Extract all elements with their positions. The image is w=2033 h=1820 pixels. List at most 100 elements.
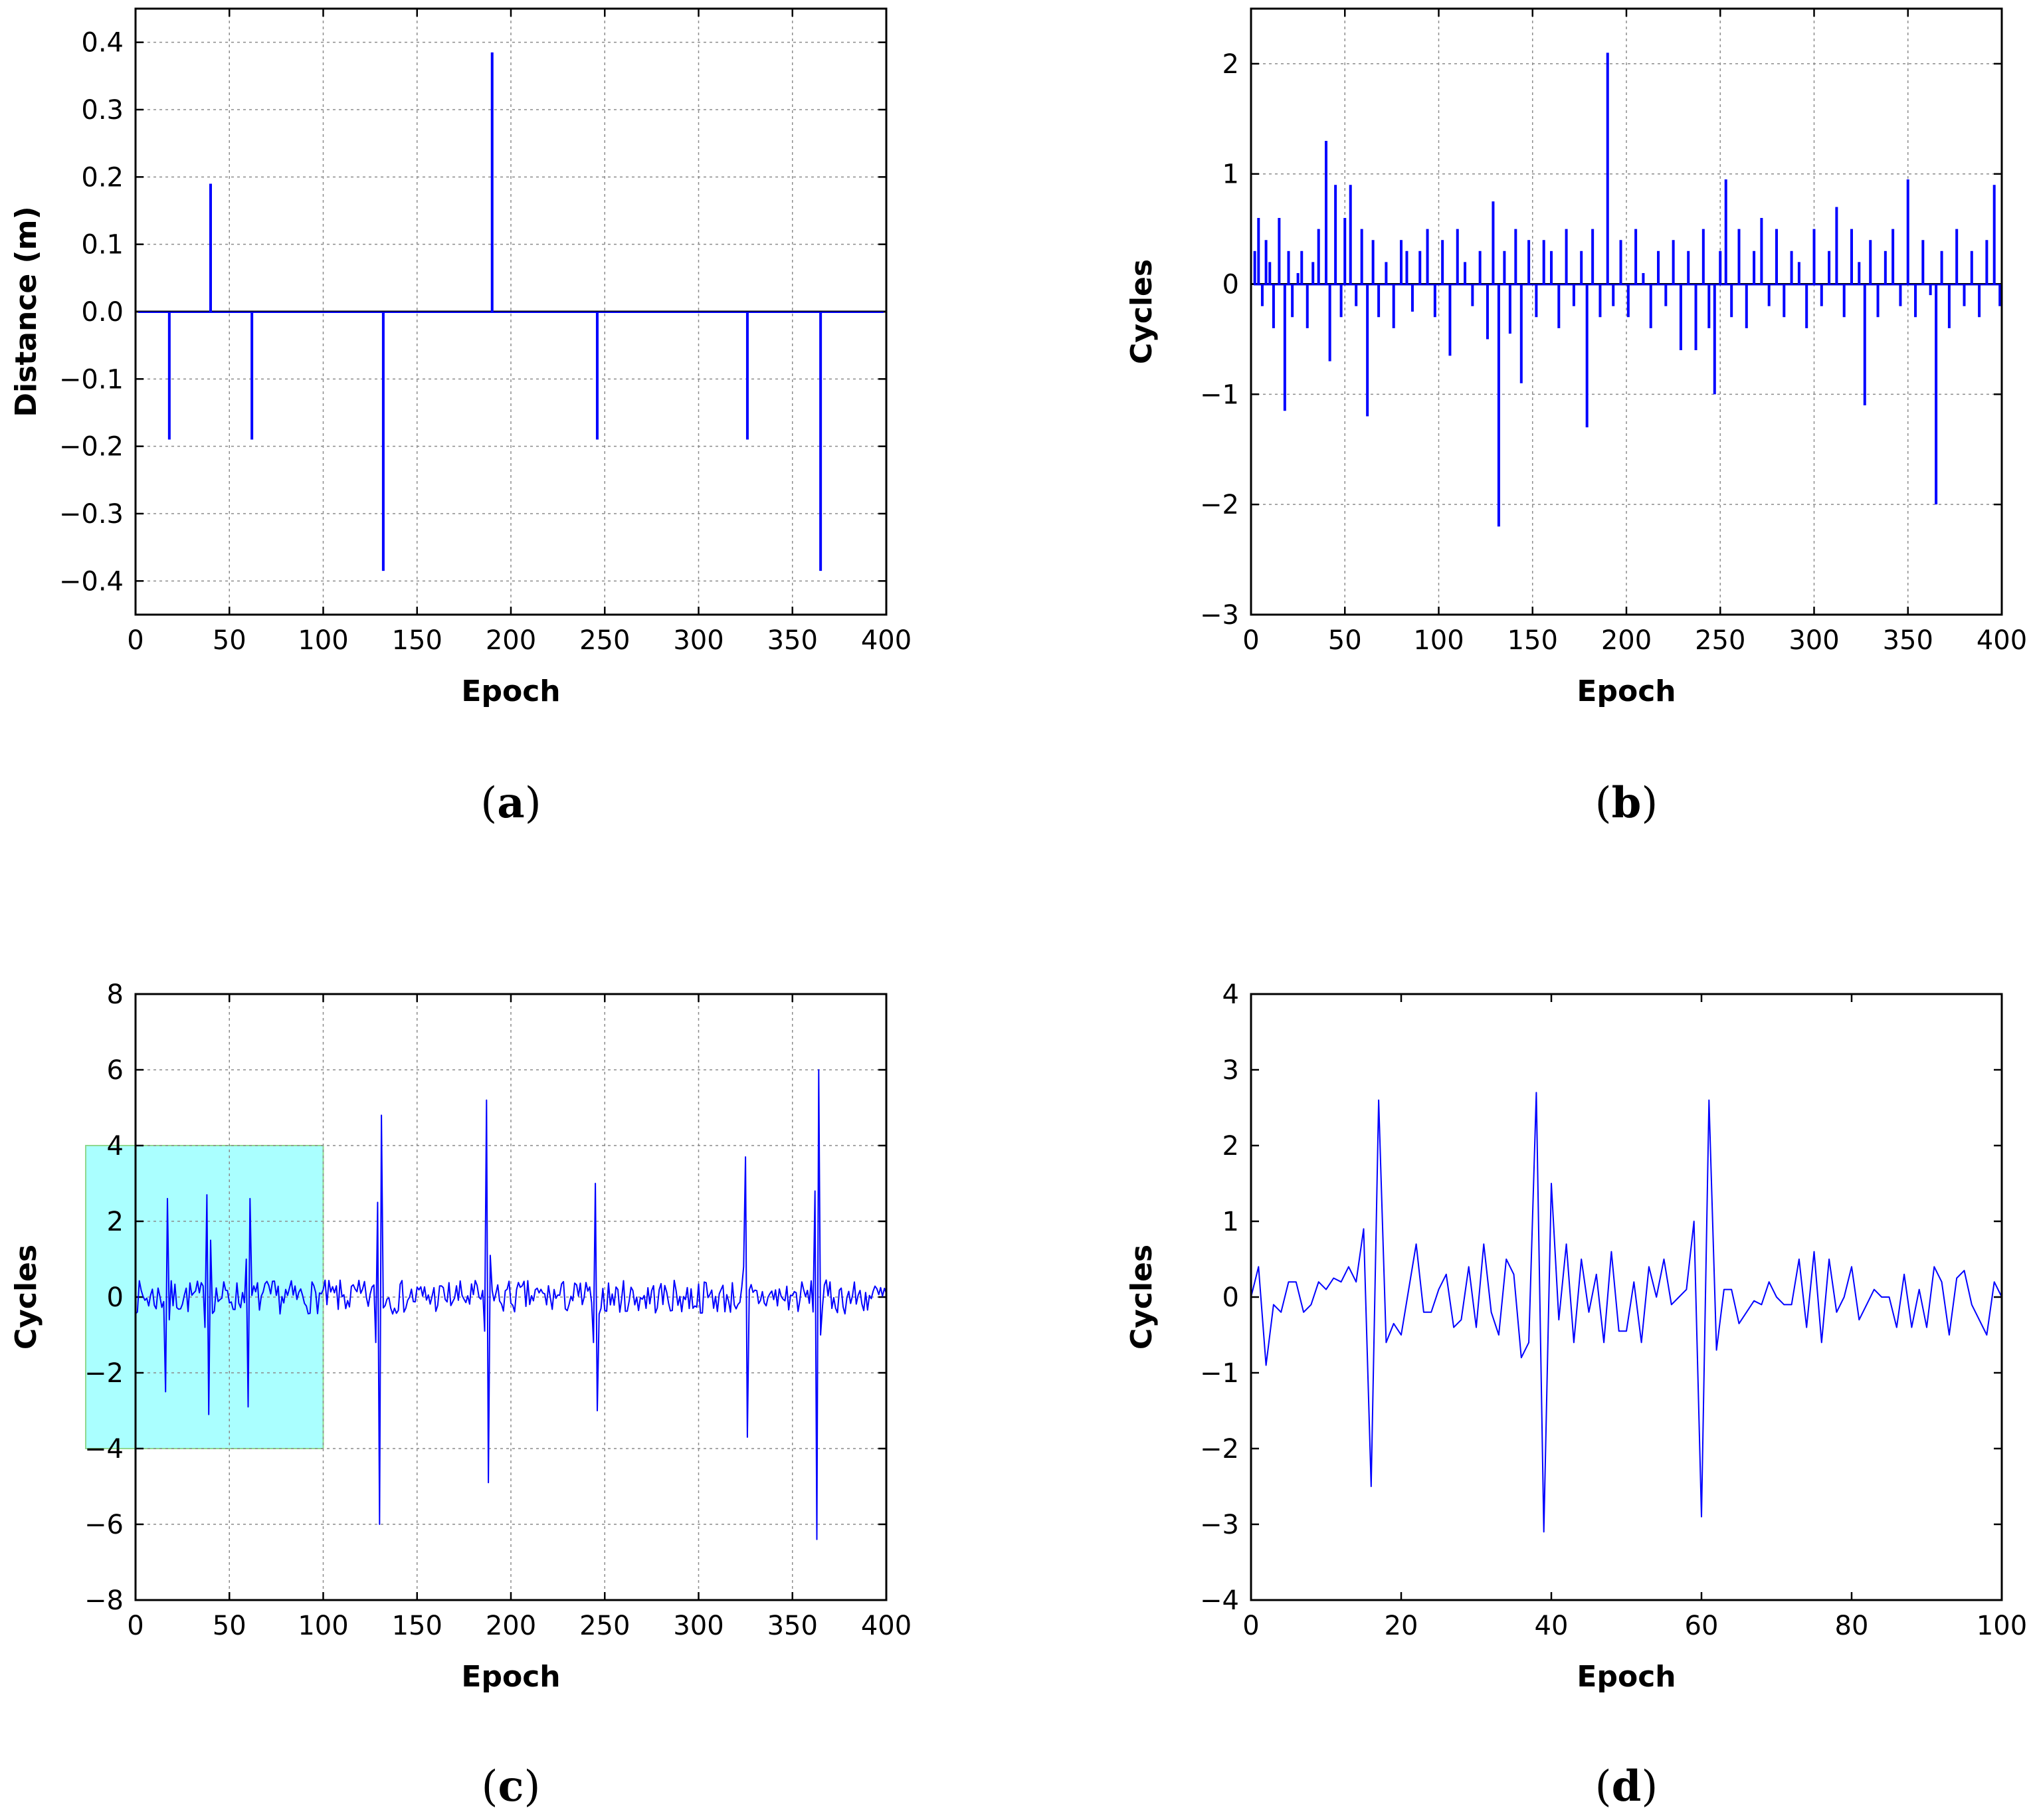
panel-caption: (b) bbox=[1595, 778, 1658, 828]
x-tick-label: 200 bbox=[1601, 625, 1652, 656]
x-tick-label: 200 bbox=[486, 1611, 536, 1641]
plot-frame bbox=[134, 7, 888, 616]
x-tick-label: 250 bbox=[579, 625, 630, 656]
panel-c: 0 50 100 150 200 250 300 350 400 −8 −6 −4 −2 0 2 4 6 8 Epo… bbox=[9, 979, 912, 1811]
plot-frame bbox=[1250, 993, 2003, 1601]
y-tick-label: 0 bbox=[1222, 270, 1239, 300]
x-tick-label: 100 bbox=[298, 625, 348, 656]
series-line bbox=[135, 1069, 887, 1540]
y-tick-label: 4 bbox=[107, 1131, 124, 1162]
x-tick-label: 250 bbox=[579, 1611, 630, 1641]
x-tick-label: 150 bbox=[1507, 625, 1558, 656]
x-tick-label: 50 bbox=[1328, 625, 1362, 656]
caption-paren: ) bbox=[525, 779, 541, 828]
x-tick-label: 150 bbox=[392, 1611, 442, 1641]
x-tick-label: 0 bbox=[1242, 625, 1259, 656]
x-tick-label: 100 bbox=[298, 1611, 348, 1641]
y-tick-label: −6 bbox=[84, 1510, 124, 1540]
x-tick-label: 100 bbox=[1977, 1611, 2027, 1641]
plot-frame bbox=[134, 993, 888, 1601]
x-tick-label: 300 bbox=[673, 1611, 724, 1641]
y-tick-label: −0.2 bbox=[59, 432, 124, 462]
y-tick-label: −3 bbox=[1200, 1510, 1239, 1540]
x-tick-label: 20 bbox=[1385, 1611, 1418, 1641]
x-tick-label: 350 bbox=[767, 1611, 818, 1641]
caption-letter: a bbox=[497, 778, 524, 828]
y-axis-label: Cycles bbox=[1125, 259, 1159, 364]
x-tick-label: 0 bbox=[1242, 1611, 1259, 1641]
caption-letter: c bbox=[498, 1762, 524, 1811]
y-tick-label: 6 bbox=[107, 1055, 124, 1086]
y-tick-label: −4 bbox=[1200, 1585, 1239, 1616]
x-tick-label: 350 bbox=[1883, 625, 1933, 656]
y-tick-label: −0.1 bbox=[59, 364, 124, 395]
caption-paren: ( bbox=[1595, 779, 1612, 828]
y-tick-label: −0.4 bbox=[59, 566, 124, 597]
caption-paren: ) bbox=[524, 1762, 540, 1811]
y-tick-label: −1 bbox=[1200, 379, 1239, 410]
x-tick-label: 300 bbox=[673, 625, 724, 656]
y-tick-label: 0.0 bbox=[81, 297, 124, 328]
y-tick-label: 0 bbox=[1222, 1282, 1239, 1313]
x-tick-label: 300 bbox=[1789, 625, 1839, 656]
x-tick-label: 80 bbox=[1835, 1611, 1869, 1641]
x-tick-label: 200 bbox=[486, 625, 536, 656]
x-axis-label: Epoch bbox=[1577, 674, 1676, 708]
y-tick-label: 2 bbox=[1222, 49, 1239, 80]
caption-paren: ) bbox=[1641, 779, 1658, 828]
y-tick-label: 0 bbox=[107, 1282, 124, 1313]
y-axis-label: Cycles bbox=[9, 1245, 43, 1350]
series-line bbox=[1250, 1092, 2002, 1533]
plot-frame bbox=[1250, 7, 2003, 616]
y-tick-label: −0.3 bbox=[59, 499, 124, 530]
y-tick-label: −8 bbox=[84, 1585, 124, 1616]
panel-caption: (c) bbox=[482, 1762, 541, 1811]
y-tick-label: 2 bbox=[1222, 1131, 1239, 1162]
x-axis-label: Epoch bbox=[461, 1660, 560, 1694]
caption-paren: ( bbox=[480, 779, 497, 828]
x-tick-label: 0 bbox=[127, 1611, 144, 1641]
caption-paren: ( bbox=[482, 1762, 498, 1811]
caption-paren: ( bbox=[1595, 1762, 1612, 1811]
y-tick-label: 1 bbox=[1222, 1207, 1239, 1237]
y-tick-label: −3 bbox=[1200, 600, 1239, 631]
y-tick-label: −1 bbox=[1200, 1358, 1239, 1389]
x-tick-label: 100 bbox=[1413, 625, 1464, 656]
x-tick-label: 50 bbox=[213, 1611, 246, 1641]
x-tick-label: 350 bbox=[767, 625, 818, 656]
x-tick-label: 60 bbox=[1685, 1611, 1719, 1641]
x-axis-label: Epoch bbox=[461, 674, 560, 708]
y-tick-label: 3 bbox=[1222, 1055, 1239, 1086]
y-tick-label: −2 bbox=[1200, 1434, 1239, 1465]
y-tick-label: 0.2 bbox=[81, 162, 124, 193]
caption-paren: ) bbox=[1641, 1762, 1658, 1811]
x-axis-label: Epoch bbox=[1577, 1660, 1676, 1694]
y-tick-label: 1 bbox=[1222, 159, 1239, 190]
y-tick-label: 0.1 bbox=[81, 230, 124, 260]
panel-b: 0 50 100 150 200 250 300 350 400 −3 −2 −1 0 1 2 Epoch Cy… bbox=[1125, 7, 2027, 828]
panel-a: 0 50 100 150 200 250 300 350 400 −0.4 −0.3 −0.2 −0.1… bbox=[9, 7, 912, 828]
y-tick-label: −2 bbox=[1200, 490, 1239, 520]
x-tick-label: 400 bbox=[861, 625, 912, 656]
highlight-region bbox=[85, 1145, 324, 1449]
x-tick-label: 0 bbox=[127, 625, 144, 656]
y-tick-label: 8 bbox=[107, 979, 124, 1010]
panel-caption: (a) bbox=[480, 778, 541, 828]
y-tick-label: 2 bbox=[107, 1207, 124, 1237]
panel-d: 0 20 40 60 80 100 −4 −3 −2 −1 0 1 2 3 4 Epoch Cycles (d) bbox=[1125, 979, 2027, 1811]
y-axis-label: Distance (m) bbox=[9, 206, 43, 417]
y-tick-label: 0.3 bbox=[81, 95, 124, 126]
y-tick-label: 0.4 bbox=[81, 28, 124, 58]
y-tick-label: −4 bbox=[84, 1434, 124, 1465]
x-tick-label: 150 bbox=[392, 625, 442, 656]
caption-letter: b bbox=[1612, 778, 1642, 828]
x-tick-label: 50 bbox=[213, 625, 246, 656]
x-tick-label: 40 bbox=[1535, 1611, 1569, 1641]
x-tick-label: 400 bbox=[1977, 625, 2027, 656]
x-tick-label: 250 bbox=[1695, 625, 1745, 656]
x-tick-label: 400 bbox=[861, 1611, 912, 1641]
caption-letter: d bbox=[1612, 1762, 1642, 1811]
y-axis-label: Cycles bbox=[1125, 1245, 1159, 1350]
panel-caption: (d) bbox=[1595, 1762, 1658, 1811]
